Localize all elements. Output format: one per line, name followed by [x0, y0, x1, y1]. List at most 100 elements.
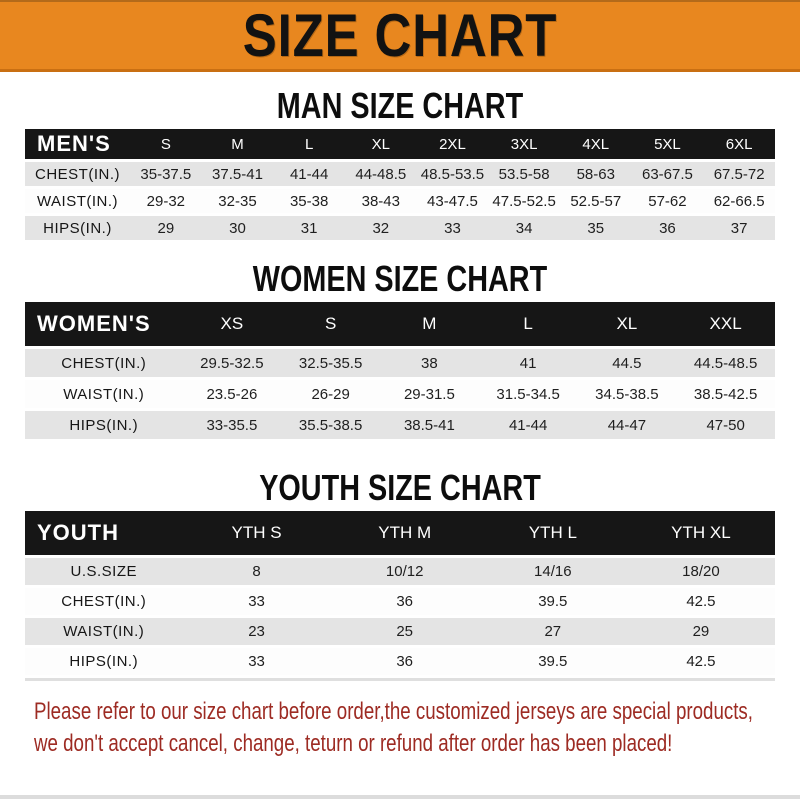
- table-header-row: MEN'S S M L XL 2XL 3XL 4XL 5XL 6XL: [25, 129, 775, 159]
- data-cell: 41-44: [478, 411, 578, 439]
- column-header: 2XL: [416, 129, 489, 159]
- data-cell: 39.5: [478, 588, 627, 615]
- data-cell: 33: [182, 588, 331, 615]
- data-cell: 42.5: [626, 588, 775, 615]
- data-cell: 43-47.5: [416, 189, 489, 213]
- column-header: L: [478, 302, 578, 346]
- table-title-cell: WOMEN'S: [25, 302, 183, 346]
- data-cell: 18/20: [626, 558, 775, 585]
- data-cell: 39.5: [478, 648, 627, 675]
- row-label-cell: HIPS(IN.): [25, 216, 130, 240]
- data-cell: 36: [330, 588, 479, 615]
- row-label-cell: CHEST(IN.): [25, 349, 183, 377]
- data-cell: 35.5-38.5: [281, 411, 380, 439]
- data-cell: 29-32: [130, 189, 202, 213]
- data-cell: 67.5-72: [703, 162, 775, 186]
- column-header: S: [130, 129, 202, 159]
- column-header: 3XL: [488, 129, 560, 159]
- youth-section-title-text: YOUTH SIZE CHART: [259, 467, 541, 508]
- data-cell: 34.5-38.5: [577, 380, 677, 408]
- table-header: WOMEN'S XS S M L XL XXL: [25, 302, 775, 346]
- table-row: U.S.SIZE 8 10/12 14/16 18/20: [25, 558, 775, 585]
- column-header: XL: [577, 302, 677, 346]
- data-cell: 34: [488, 216, 560, 240]
- row-label-cell: HIPS(IN.): [25, 648, 183, 675]
- data-cell: 41-44: [273, 162, 345, 186]
- row-label-cell: CHEST(IN.): [25, 588, 183, 615]
- data-cell: 31: [273, 216, 345, 240]
- row-label-cell: U.S.SIZE: [25, 558, 183, 585]
- women-section-title: WOMEN SIZE CHART: [0, 259, 800, 299]
- disclaimer-line-1: Please refer to our size chart before or…: [34, 698, 754, 725]
- column-header: L: [273, 129, 345, 159]
- row-label-cell: WAIST(IN.): [25, 380, 183, 408]
- data-cell: 58-63: [559, 162, 632, 186]
- youth-size-table: YOUTH YTH S YTH M YTH L YTH XL U.S.SIZE 8 10/12…: [25, 508, 775, 681]
- table-header: YOUTH YTH S YTH M YTH L YTH XL: [25, 511, 775, 555]
- man-section-title-text: MAN SIZE CHART: [276, 85, 524, 126]
- data-cell: 37: [703, 216, 775, 240]
- data-cell: 38-43: [344, 189, 417, 213]
- column-header: YTH XL: [626, 511, 775, 555]
- disclaimer-line-2: we don't accept cancel, change, teturn o…: [34, 730, 673, 757]
- data-cell: 44.5-48.5: [676, 349, 775, 377]
- data-cell: 42.5: [626, 648, 775, 675]
- table-body: CHEST(IN.) 29.5-32.5 32.5-35.5 38 41 44.5 44.5…: [25, 349, 775, 439]
- table-body: U.S.SIZE 8 10/12 14/16 18/20 CHEST(IN.) 33 36 39…: [25, 558, 775, 675]
- column-header: XS: [182, 302, 282, 346]
- data-cell: 29-31.5: [380, 380, 479, 408]
- table-title-cell: YOUTH: [25, 511, 183, 555]
- banner-title: SIZE CHART: [242, 1, 558, 69]
- data-cell: 33: [182, 648, 331, 675]
- size-chart-banner: SIZE CHART: [0, 0, 800, 72]
- table-row: WAIST(IN.) 23.5-26 26-29 29-31.5 31.5-34.5 34…: [25, 380, 775, 408]
- women-size-table: WOMEN'S XS S M L XL XXL CHEST(IN.) 29.5-32.5 32.5…: [25, 299, 775, 442]
- data-cell: 33: [416, 216, 489, 240]
- row-label-cell: HIPS(IN.): [25, 411, 183, 439]
- data-cell: 38: [380, 349, 479, 377]
- column-header: 4XL: [559, 129, 632, 159]
- order-disclaimer: Please refer to our size chart before or…: [0, 696, 800, 760]
- data-cell: 29: [626, 618, 775, 645]
- table-title-cell: MEN'S: [25, 129, 130, 159]
- table-header-row: YOUTH YTH S YTH M YTH L YTH XL: [25, 511, 775, 555]
- data-cell: 41: [478, 349, 578, 377]
- data-cell: 32-35: [201, 189, 274, 213]
- data-cell: 31.5-34.5: [478, 380, 578, 408]
- data-cell: 35-37.5: [130, 162, 202, 186]
- data-cell: 36: [631, 216, 704, 240]
- column-header: M: [201, 129, 274, 159]
- man-section-title: MAN SIZE CHART: [0, 86, 800, 126]
- table-row: WAIST(IN.) 23 25 27 29: [25, 618, 775, 645]
- data-cell: 63-67.5: [631, 162, 704, 186]
- table-row: WAIST(IN.) 29-32 32-35 35-38 38-43 43-47.5 47.…: [25, 189, 775, 213]
- column-header: XXL: [676, 302, 775, 346]
- data-cell: 30: [201, 216, 274, 240]
- data-cell: 36: [330, 648, 479, 675]
- column-header: S: [281, 302, 380, 346]
- data-cell: 38.5-42.5: [676, 380, 775, 408]
- data-cell: 29.5-32.5: [182, 349, 282, 377]
- column-header: M: [380, 302, 479, 346]
- bottom-edge-strip: [0, 795, 800, 799]
- data-cell: 44-48.5: [344, 162, 417, 186]
- data-cell: 35-38: [273, 189, 345, 213]
- data-cell: 25: [330, 618, 479, 645]
- youth-section-title: YOUTH SIZE CHART: [0, 468, 800, 508]
- data-cell: 10/12: [330, 558, 479, 585]
- data-cell: 44.5: [577, 349, 677, 377]
- row-label-cell: WAIST(IN.): [25, 189, 130, 213]
- data-cell: 32.5-35.5: [281, 349, 380, 377]
- table-row: HIPS(IN.) 33-35.5 35.5-38.5 38.5-41 41-44 44-…: [25, 411, 775, 439]
- table-body: CHEST(IN.) 35-37.5 37.5-41 41-44 44-48.5 48.5…: [25, 162, 775, 240]
- row-label-cell: CHEST(IN.): [25, 162, 130, 186]
- data-cell: 47-50: [676, 411, 775, 439]
- data-cell: 29: [130, 216, 202, 240]
- data-cell: 33-35.5: [182, 411, 282, 439]
- table-row: CHEST(IN.) 33 36 39.5 42.5: [25, 588, 775, 615]
- table-header: MEN'S S M L XL 2XL 3XL 4XL 5XL 6XL: [25, 129, 775, 159]
- data-cell: 8: [182, 558, 331, 585]
- column-header: YTH S: [182, 511, 331, 555]
- column-header: 5XL: [631, 129, 704, 159]
